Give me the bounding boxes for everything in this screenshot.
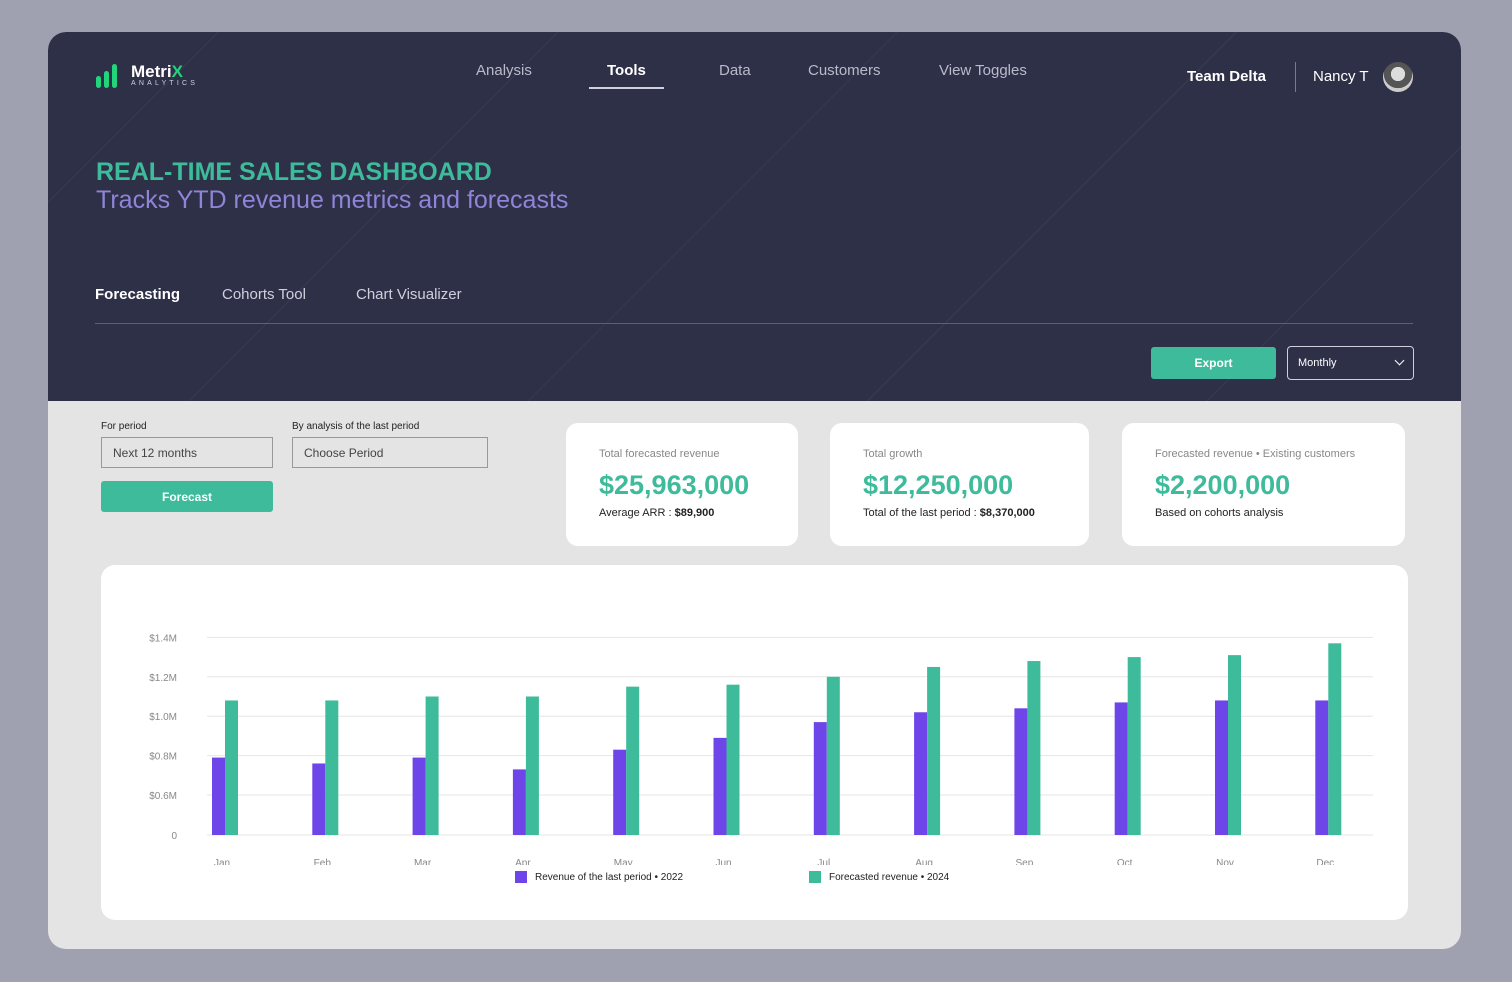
bar-oct-last (1114, 702, 1128, 835)
bar-jun-forecast (726, 684, 740, 835)
export-button[interactable]: Export (1151, 347, 1276, 379)
period-select[interactable]: Monthly (1287, 346, 1414, 380)
team-name[interactable]: Team Delta (1187, 68, 1266, 85)
y-tick-label: $1.4M (149, 633, 177, 644)
chart-svg: 0 $0.6M $0.8M $1.0M $1.2M $1.4M Jan Feb Mar Apr Ma… (149, 633, 1373, 865)
legend-swatch (515, 871, 527, 883)
legend-swatch (809, 871, 821, 883)
bar-apr-last (512, 769, 526, 835)
tab-forecasting[interactable]: Forecasting (95, 286, 181, 303)
legend-item-2022: Revenue of the last period • 2022 (515, 871, 683, 883)
tab-cohorts-tool[interactable]: Cohorts Tool (222, 286, 306, 303)
chevron-down-icon (1394, 355, 1405, 366)
bar-jan-forecast (225, 700, 238, 835)
bar-jan-last (212, 757, 225, 835)
bar-nov-last (1215, 700, 1228, 835)
bar-aug-forecast (927, 666, 941, 835)
logo-bars-icon (96, 62, 117, 88)
period-select-value: Monthly (1298, 357, 1337, 369)
x-tick-label: Apr (515, 858, 531, 865)
tab-divider (95, 323, 1413, 324)
x-tick-label: Mar (414, 858, 432, 865)
card-label: Total forecasted revenue (599, 448, 720, 460)
brand-accent: X (171, 62, 183, 81)
divider (1295, 62, 1296, 92)
card-value: $12,250,000 (863, 470, 1014, 500)
legend-item-2024: Forecasted revenue • 2024 (809, 871, 949, 883)
bar-jun-last (713, 737, 727, 835)
nav-data[interactable]: Data (719, 62, 751, 79)
y-tick-label: 0 (171, 831, 177, 842)
page-subtitle: Tracks YTD revenue metrics and forecasts (96, 186, 569, 214)
x-tick-label: May (614, 858, 633, 865)
bar-sep-forecast (1027, 661, 1041, 835)
header: MetriX ANALYTICS Analysis Tools Data Cus… (48, 32, 1461, 401)
bar-oct-forecast (1127, 657, 1141, 835)
card-sub-value: $89,900 (674, 507, 715, 519)
y-tick-label: $1.2M (149, 673, 177, 684)
y-tick-label: $0.6M (149, 791, 177, 802)
card-value: $25,963,000 (599, 470, 750, 500)
bar-mar-last (412, 757, 426, 835)
nav-analysis[interactable]: Analysis (476, 62, 532, 79)
nav-tools[interactable]: Tools (589, 62, 664, 89)
card-value: $2,200,000 (1155, 470, 1291, 500)
x-tick-label: Jul (817, 858, 830, 865)
x-tick-label: Sep (1016, 858, 1034, 865)
bar-nov-forecast (1228, 655, 1241, 835)
card-existing-customers: Forecasted revenue • Existing customers … (1122, 423, 1405, 546)
x-tick-label: Jan (214, 858, 230, 865)
bar-dec-last (1315, 700, 1329, 835)
card-sub-label: Average ARR : (599, 507, 675, 519)
x-tick-label: Jun (715, 858, 731, 865)
card-sub-label: Total of the last period : (863, 507, 980, 519)
tab-chart-visualizer[interactable]: Chart Visualizer (356, 286, 462, 303)
avatar[interactable] (1383, 62, 1413, 92)
brand-tagline: ANALYTICS (131, 80, 199, 87)
y-tick-label: $0.8M (149, 752, 177, 763)
logo[interactable]: MetriX ANALYTICS (96, 62, 198, 88)
analysis-label: By analysis of the last period (292, 421, 420, 432)
nav-customers[interactable]: Customers (808, 62, 881, 79)
period-label: For period (101, 421, 147, 432)
bar-aug-last (914, 712, 928, 835)
card-total-growth: Total growth $12,250,000 Total of the la… (830, 423, 1089, 546)
bar-mar-forecast (425, 696, 439, 835)
bar-sep-last (1014, 708, 1028, 835)
card-label: Forecasted revenue • Existing customers (1155, 448, 1356, 460)
x-tick-label: Nov (1216, 858, 1234, 865)
x-tick-label: Oct (1117, 858, 1133, 865)
card-sub-label: Based on cohorts analysis (1155, 507, 1284, 519)
legend-label: Forecasted revenue • 2024 (829, 871, 950, 883)
revenue-chart: 0 $0.6M $0.8M $1.0M $1.2M $1.4M Jan Feb Mar Apr Ma… (101, 565, 1408, 920)
bar-may-forecast (626, 686, 640, 835)
user-name[interactable]: Nancy T (1313, 68, 1369, 85)
analysis-period-input[interactable]: Choose Period (292, 437, 488, 468)
bar-jul-forecast (826, 676, 840, 835)
bar-feb-forecast (325, 700, 339, 835)
period-input[interactable]: Next 12 months (101, 437, 273, 468)
x-tick-label: Aug (915, 858, 933, 865)
forecast-button[interactable]: Forecast (101, 481, 273, 512)
x-tick-label: Feb (314, 858, 332, 865)
brand-name: Metri (131, 62, 172, 81)
bar-jul-last (813, 722, 827, 835)
bar-may-last (613, 749, 627, 835)
bar-apr-forecast (525, 696, 539, 835)
bar-dec-forecast (1328, 643, 1342, 835)
bar-feb-last (312, 763, 326, 835)
y-tick-label: $1.0M (149, 712, 177, 723)
nav-view-toggles[interactable]: View Toggles (939, 62, 1027, 79)
card-sub-value: $8,370,000 (979, 507, 1035, 519)
card-total-forecasted-revenue: Total forecasted revenue $25,963,000 Ave… (566, 423, 798, 546)
x-tick-label: Dec (1316, 858, 1334, 865)
legend-label: Revenue of the last period • 2022 (535, 871, 684, 883)
app-window: MetriX ANALYTICS Analysis Tools Data Cus… (48, 32, 1461, 949)
card-label: Total growth (863, 448, 923, 460)
page-title: REAL-TIME SALES DASHBOARD (96, 158, 492, 186)
